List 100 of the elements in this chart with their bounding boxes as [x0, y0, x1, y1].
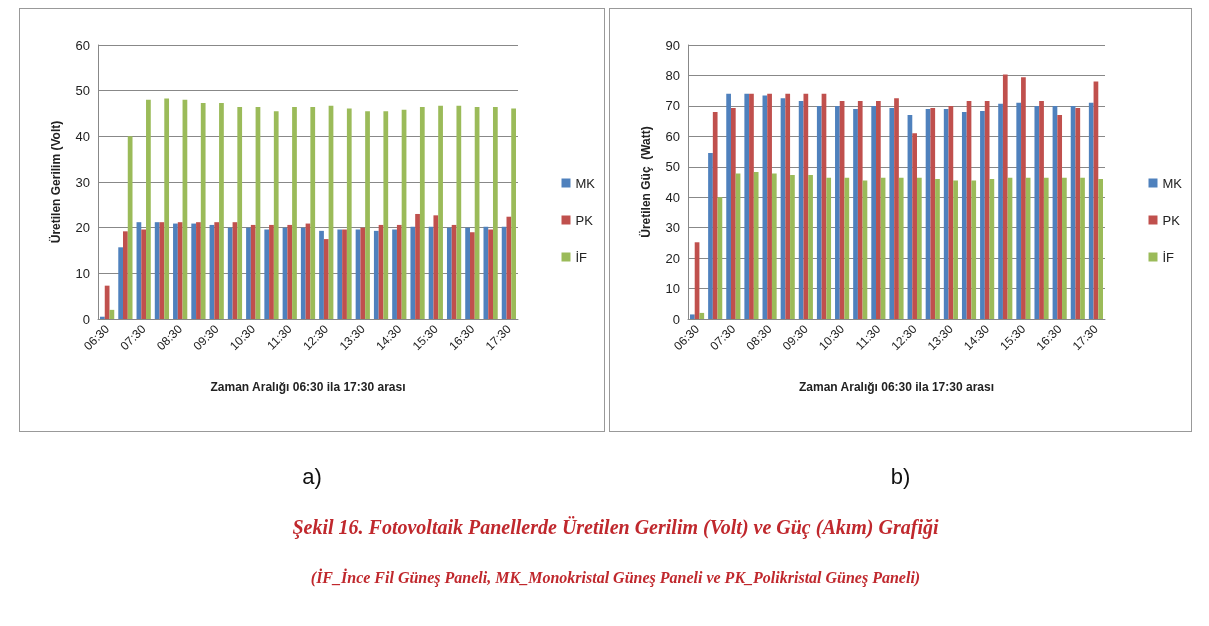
bar [749, 93, 754, 319]
bar [916, 177, 922, 319]
bar [826, 177, 832, 319]
bar [767, 93, 772, 319]
bar [396, 224, 402, 319]
legend-label: MK [1162, 175, 1183, 191]
bar [392, 229, 397, 319]
bar [961, 111, 967, 319]
bar [492, 107, 498, 319]
y-tick-label: 60 [75, 37, 90, 53]
bar [300, 227, 306, 319]
bar [816, 105, 822, 319]
bar [984, 101, 990, 319]
bar [415, 213, 420, 319]
bar [196, 222, 201, 319]
bar [173, 223, 178, 319]
y-tick-label: 0 [672, 311, 680, 327]
text: Şekil 16. Fotovoltaik Panellerde Üretilen Gerilim (Volt) ve Güç (Akım) Grafiği [291, 516, 940, 539]
bar [446, 227, 452, 319]
text: b) [890, 464, 911, 490]
bar [177, 222, 183, 319]
bar [123, 231, 128, 319]
bar [998, 103, 1003, 319]
bar [1034, 105, 1040, 319]
text: a) [302, 464, 322, 490]
bar [337, 229, 343, 319]
bar [1039, 101, 1044, 319]
legend-label: MK [575, 175, 596, 191]
bar [488, 229, 493, 319]
x-axis-title: Zaman Aralığı 06:30 ila 17:30 arası [799, 380, 994, 394]
y-tick-label: 50 [665, 159, 680, 175]
bar [898, 177, 904, 319]
bar [726, 93, 731, 319]
bar [1043, 177, 1049, 319]
bar [744, 93, 750, 319]
bar [214, 222, 220, 319]
y-tick-label: 30 [75, 174, 90, 190]
bar [857, 101, 863, 319]
bar [419, 107, 425, 319]
bar [438, 105, 443, 319]
bar [730, 108, 736, 319]
bar [844, 177, 850, 319]
bar [912, 133, 917, 319]
bar [712, 111, 718, 319]
bar [506, 216, 512, 319]
bar [1002, 74, 1008, 319]
y-tick-label: 80 [665, 67, 680, 83]
bar [790, 175, 795, 319]
bar [971, 180, 977, 319]
bar [835, 105, 840, 319]
bar [191, 223, 197, 319]
y-tick-label: 0 [82, 311, 90, 327]
legend-label: PK [1162, 212, 1181, 228]
bar [980, 111, 985, 319]
bar [1080, 177, 1085, 319]
bar [785, 93, 791, 319]
bar [383, 111, 389, 319]
bar [141, 229, 147, 319]
bar [146, 99, 151, 319]
bar [292, 107, 297, 319]
bar [771, 173, 777, 319]
bar [227, 227, 233, 319]
bar [154, 222, 160, 319]
bar [346, 108, 352, 319]
bar [118, 247, 124, 319]
bar [1021, 77, 1026, 319]
bar [456, 105, 462, 319]
bar [935, 178, 940, 319]
x-axis-title: Zaman Aralığı 06:30 ila 17:30 arası [210, 380, 406, 394]
y-tick-label: 10 [665, 281, 680, 297]
bar [1016, 102, 1022, 319]
bar [803, 93, 809, 319]
bar [871, 105, 877, 319]
bar [853, 108, 858, 319]
bar [876, 101, 881, 319]
bar [465, 227, 470, 319]
bar [753, 171, 759, 319]
y-axis-title: Üretilen Gerilim (Volt) [48, 120, 63, 244]
bar [689, 314, 695, 319]
bar [287, 224, 293, 319]
bar [483, 226, 489, 319]
bar [894, 98, 899, 319]
y-tick-label: 40 [665, 189, 680, 205]
bar [373, 230, 379, 319]
bar [319, 230, 324, 319]
y-tick-label: 30 [665, 220, 680, 236]
bar [1062, 177, 1067, 319]
bar [342, 229, 347, 319]
y-tick-label: 40 [75, 128, 90, 144]
y-tick-label: 20 [75, 220, 90, 236]
bar [410, 226, 416, 319]
bar [100, 316, 105, 319]
bar [250, 224, 256, 319]
bar [200, 103, 206, 319]
y-tick-label: 60 [665, 128, 680, 144]
bar [310, 107, 316, 319]
y-tick-label: 90 [665, 37, 680, 53]
bar [127, 136, 133, 319]
y-tick-label: 50 [75, 83, 90, 99]
bar [1088, 102, 1094, 319]
